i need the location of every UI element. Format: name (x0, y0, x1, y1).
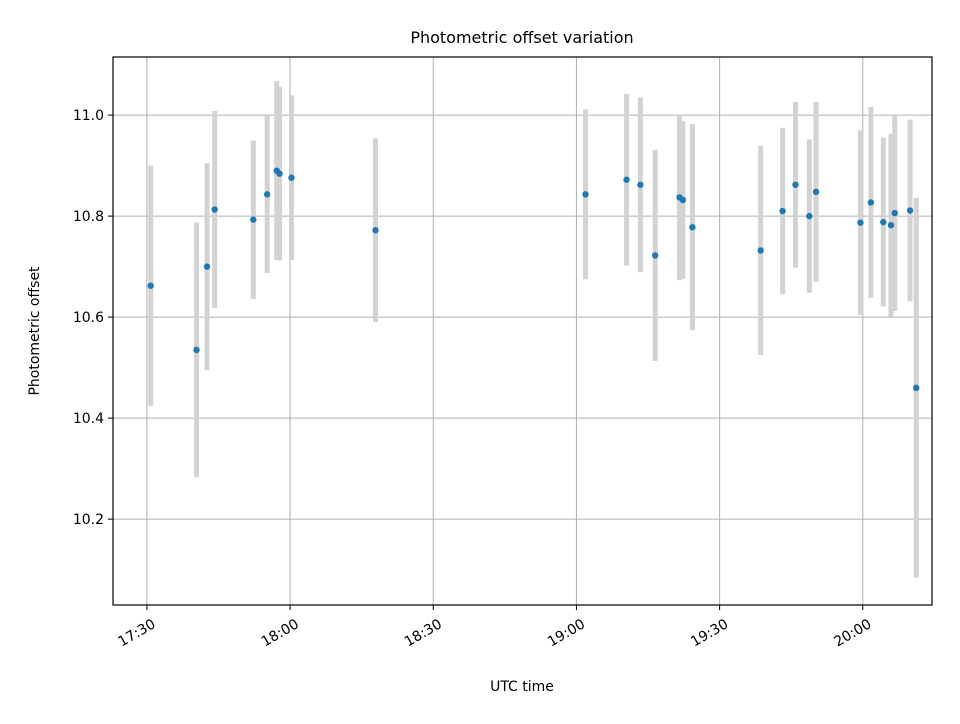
data-point (372, 227, 379, 234)
data-point (689, 224, 696, 231)
data-point (263, 191, 271, 198)
y-tick-label: 10.8 (73, 209, 104, 225)
data-point (867, 199, 875, 206)
y-axis-label: Photometric offset (27, 266, 43, 396)
data-point (203, 263, 211, 270)
data-point (806, 212, 813, 220)
data-point (651, 252, 659, 259)
data-point (211, 206, 218, 213)
y-tick-label: 10.4 (73, 411, 104, 427)
data-point (857, 219, 864, 226)
data-point (193, 346, 200, 354)
data-point (679, 196, 687, 204)
data-point (779, 207, 786, 215)
plot-frame (112, 56, 933, 606)
data-point (250, 216, 257, 223)
data-point (276, 170, 283, 177)
y-tick-label: 10.6 (73, 310, 104, 326)
data-point (757, 247, 764, 254)
y-tick-label: 11.0 (73, 108, 104, 124)
data-point (582, 191, 589, 198)
data-point (812, 188, 820, 196)
data-point (637, 181, 644, 188)
data-point (792, 181, 799, 188)
data-point (906, 207, 914, 214)
data-point (288, 174, 295, 181)
data-point (880, 218, 887, 226)
x-axis-label: UTC time (490, 679, 554, 695)
data-point (623, 176, 630, 183)
y-tick-label: 10.2 (73, 512, 104, 528)
data-point (887, 221, 895, 229)
data-point (891, 209, 898, 217)
point-layer (147, 167, 920, 392)
chart-title: Photometric offset variation (410, 28, 633, 47)
data-point (147, 282, 154, 289)
data-point (913, 384, 920, 392)
